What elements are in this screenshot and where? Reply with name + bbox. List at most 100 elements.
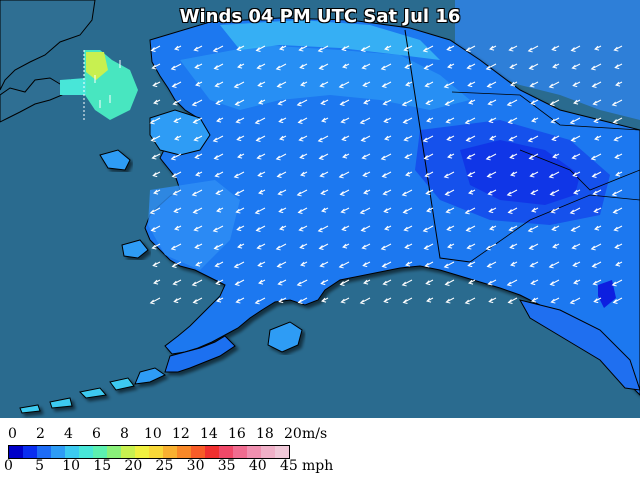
chukotka-windy-peak: [86, 52, 108, 80]
wind-arrow-head: [212, 227, 218, 233]
wind-arrow-head: [151, 64, 157, 70]
se-panhandle: [519, 299, 640, 391]
wind-arrow-head: [485, 65, 491, 71]
colorbar-segment: [135, 446, 149, 458]
wind-arrow-head: [465, 137, 471, 142]
wind-arrow-head: [552, 243, 558, 249]
wind-arrow-head: [234, 191, 240, 196]
wind-arrow-head: [612, 119, 618, 124]
wind-arrow-head: [571, 154, 577, 160]
wind-arrow-head: [614, 154, 620, 160]
colorbar-segment: [79, 446, 93, 458]
wind-arrow-head: [468, 99, 474, 105]
wind-arrow-head: [487, 100, 493, 106]
wind-arrow-head: [257, 262, 263, 268]
wind-arrow-head: [383, 208, 389, 214]
wind-arrow-head: [359, 299, 365, 305]
wind-arrow: [339, 81, 350, 88]
colorbar-segment: [65, 446, 79, 458]
wind-arrow-head: [531, 117, 537, 123]
wind-arrow-head: [170, 65, 176, 71]
wind-arrow: [192, 99, 203, 106]
wind-arrow-head: [551, 226, 557, 232]
wind-arrow-head: [571, 244, 577, 250]
wind-arrow-head: [195, 81, 201, 87]
wind-arrow-head: [257, 172, 263, 178]
wind-arrow-head: [527, 227, 533, 233]
wind-arrow-head: [319, 172, 325, 178]
wind-arrow-head: [507, 119, 513, 124]
wind-arrow-head: [340, 118, 346, 124]
wind-arrow-head: [613, 226, 619, 232]
wind-arrow-head: [590, 245, 596, 251]
wind-arrow: [192, 279, 203, 286]
wind-arrow-head: [592, 190, 598, 196]
wind-arrow-head: [216, 297, 222, 303]
wind-arrow: [255, 297, 266, 304]
colorbar: [8, 445, 290, 459]
wind-arrow-head: [258, 189, 264, 195]
mph-unit: mph: [302, 458, 334, 474]
wind-arrow-head: [552, 63, 558, 69]
wind-arrow-head: [234, 281, 240, 286]
wind-arrow-head: [402, 209, 408, 214]
wind-arrow-head: [233, 83, 239, 89]
wind-arrow-head: [318, 65, 324, 70]
wind-arrow-head: [404, 64, 410, 70]
wind-arrow-head: [170, 155, 176, 161]
wind-arrow-head: [425, 100, 431, 106]
wind-arrow-head: [422, 47, 428, 53]
colorbar-segment: [261, 446, 275, 458]
colorbar-segment: [177, 446, 191, 458]
wind-arrow-head: [572, 172, 578, 178]
wind-arrow-head: [151, 244, 157, 250]
wind-arrow-head: [276, 173, 282, 178]
wind-arrow-head: [191, 281, 197, 287]
wind-arrow-head: [466, 64, 472, 70]
wind-arrow-head: [213, 245, 219, 250]
wind-arrow-head: [382, 190, 388, 196]
wind-arrow-head: [615, 81, 621, 87]
wind-arrow-head: [213, 65, 219, 70]
se-calm-spot: [598, 280, 616, 308]
wind-arrow: [234, 261, 245, 268]
wind-arrow-head: [299, 244, 305, 250]
ms-tick-label: 14: [200, 426, 218, 442]
wind-arrow-head: [193, 136, 199, 142]
wind-arrow: [444, 81, 455, 88]
wind-arrow-head: [403, 226, 409, 232]
wind-arrow-head: [296, 281, 302, 287]
ms-tick-label: 16: [228, 426, 246, 442]
wind-arrow: [612, 279, 623, 286]
ms-tick-label: 6: [92, 426, 101, 442]
wind-arrow-head: [319, 262, 325, 268]
wind-arrow-head: [173, 208, 179, 214]
wind-arrow-head: [426, 297, 432, 303]
wind-arrow-head: [151, 154, 157, 160]
wind-arrow-head: [614, 64, 620, 70]
ms-tick-label: 12: [172, 426, 190, 442]
ms-tick-label: 8: [120, 426, 129, 442]
wind-arrow-head: [193, 46, 199, 52]
wind-arrow-head: [612, 209, 618, 214]
wind-arrow: [507, 279, 518, 286]
wind-arrow-head: [214, 82, 220, 88]
wind-arrow-head: [615, 261, 621, 267]
wind-arrow-head: [424, 172, 430, 178]
legend: 0 2 4 6 8 10 12 14 16 18 20 m/s 0 5 10 15 20 25 30 35 40 45…: [0, 418, 640, 480]
wind-arrow-head: [299, 154, 305, 160]
wind-arrow-head: [572, 262, 578, 268]
wind-arrow-head: [255, 137, 261, 142]
wind-arrow: [276, 243, 287, 250]
mph-tick-label: 35: [217, 458, 236, 474]
wind-arrow-head: [213, 155, 219, 160]
wind-arrow-head: [510, 261, 516, 267]
wind-arrow-head: [570, 47, 576, 52]
wind-arrow-head: [384, 135, 390, 141]
wind-arrow-head: [401, 281, 407, 287]
wind-arrow-head: [338, 83, 344, 89]
wind-arrow-head: [235, 208, 241, 214]
wind-arrow-head: [402, 119, 408, 124]
wind-arrow-head: [173, 118, 179, 124]
wind-arrow-head: [320, 280, 326, 286]
